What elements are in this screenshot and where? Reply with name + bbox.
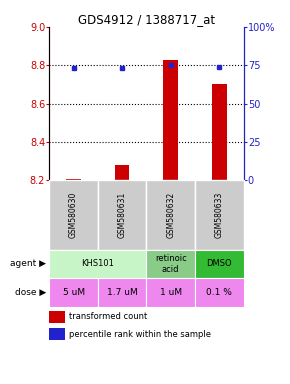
Bar: [49, 278, 98, 307]
Bar: [164, 60, 178, 180]
Bar: [49, 328, 65, 340]
Text: 0.1 %: 0.1 %: [206, 288, 232, 297]
Bar: [195, 278, 244, 307]
Text: 1.7 uM: 1.7 uM: [107, 288, 137, 297]
Bar: [195, 180, 244, 250]
Text: GSM580632: GSM580632: [166, 192, 175, 238]
Text: transformed count: transformed count: [69, 312, 147, 321]
Text: GSM580631: GSM580631: [118, 192, 127, 238]
Text: DMSO: DMSO: [206, 260, 232, 268]
Bar: [49, 250, 146, 278]
Text: dose ▶: dose ▶: [15, 288, 46, 297]
Text: GSM580630: GSM580630: [69, 192, 78, 238]
Text: retinoic
acid: retinoic acid: [155, 254, 186, 274]
Bar: [49, 311, 65, 323]
Bar: [115, 165, 129, 180]
Text: GSM580633: GSM580633: [215, 192, 224, 238]
Text: 1 uM: 1 uM: [160, 288, 182, 297]
Bar: [66, 179, 81, 180]
Bar: [146, 250, 195, 278]
Text: 5 uM: 5 uM: [63, 288, 85, 297]
Title: GDS4912 / 1388717_at: GDS4912 / 1388717_at: [78, 13, 215, 26]
Bar: [212, 84, 226, 180]
Bar: [98, 180, 146, 250]
Bar: [146, 180, 195, 250]
Bar: [146, 278, 195, 307]
Text: KHS101: KHS101: [81, 260, 114, 268]
Bar: [49, 180, 98, 250]
Bar: [98, 278, 146, 307]
Text: percentile rank within the sample: percentile rank within the sample: [69, 329, 211, 339]
Bar: [195, 250, 244, 278]
Text: agent ▶: agent ▶: [10, 260, 46, 268]
